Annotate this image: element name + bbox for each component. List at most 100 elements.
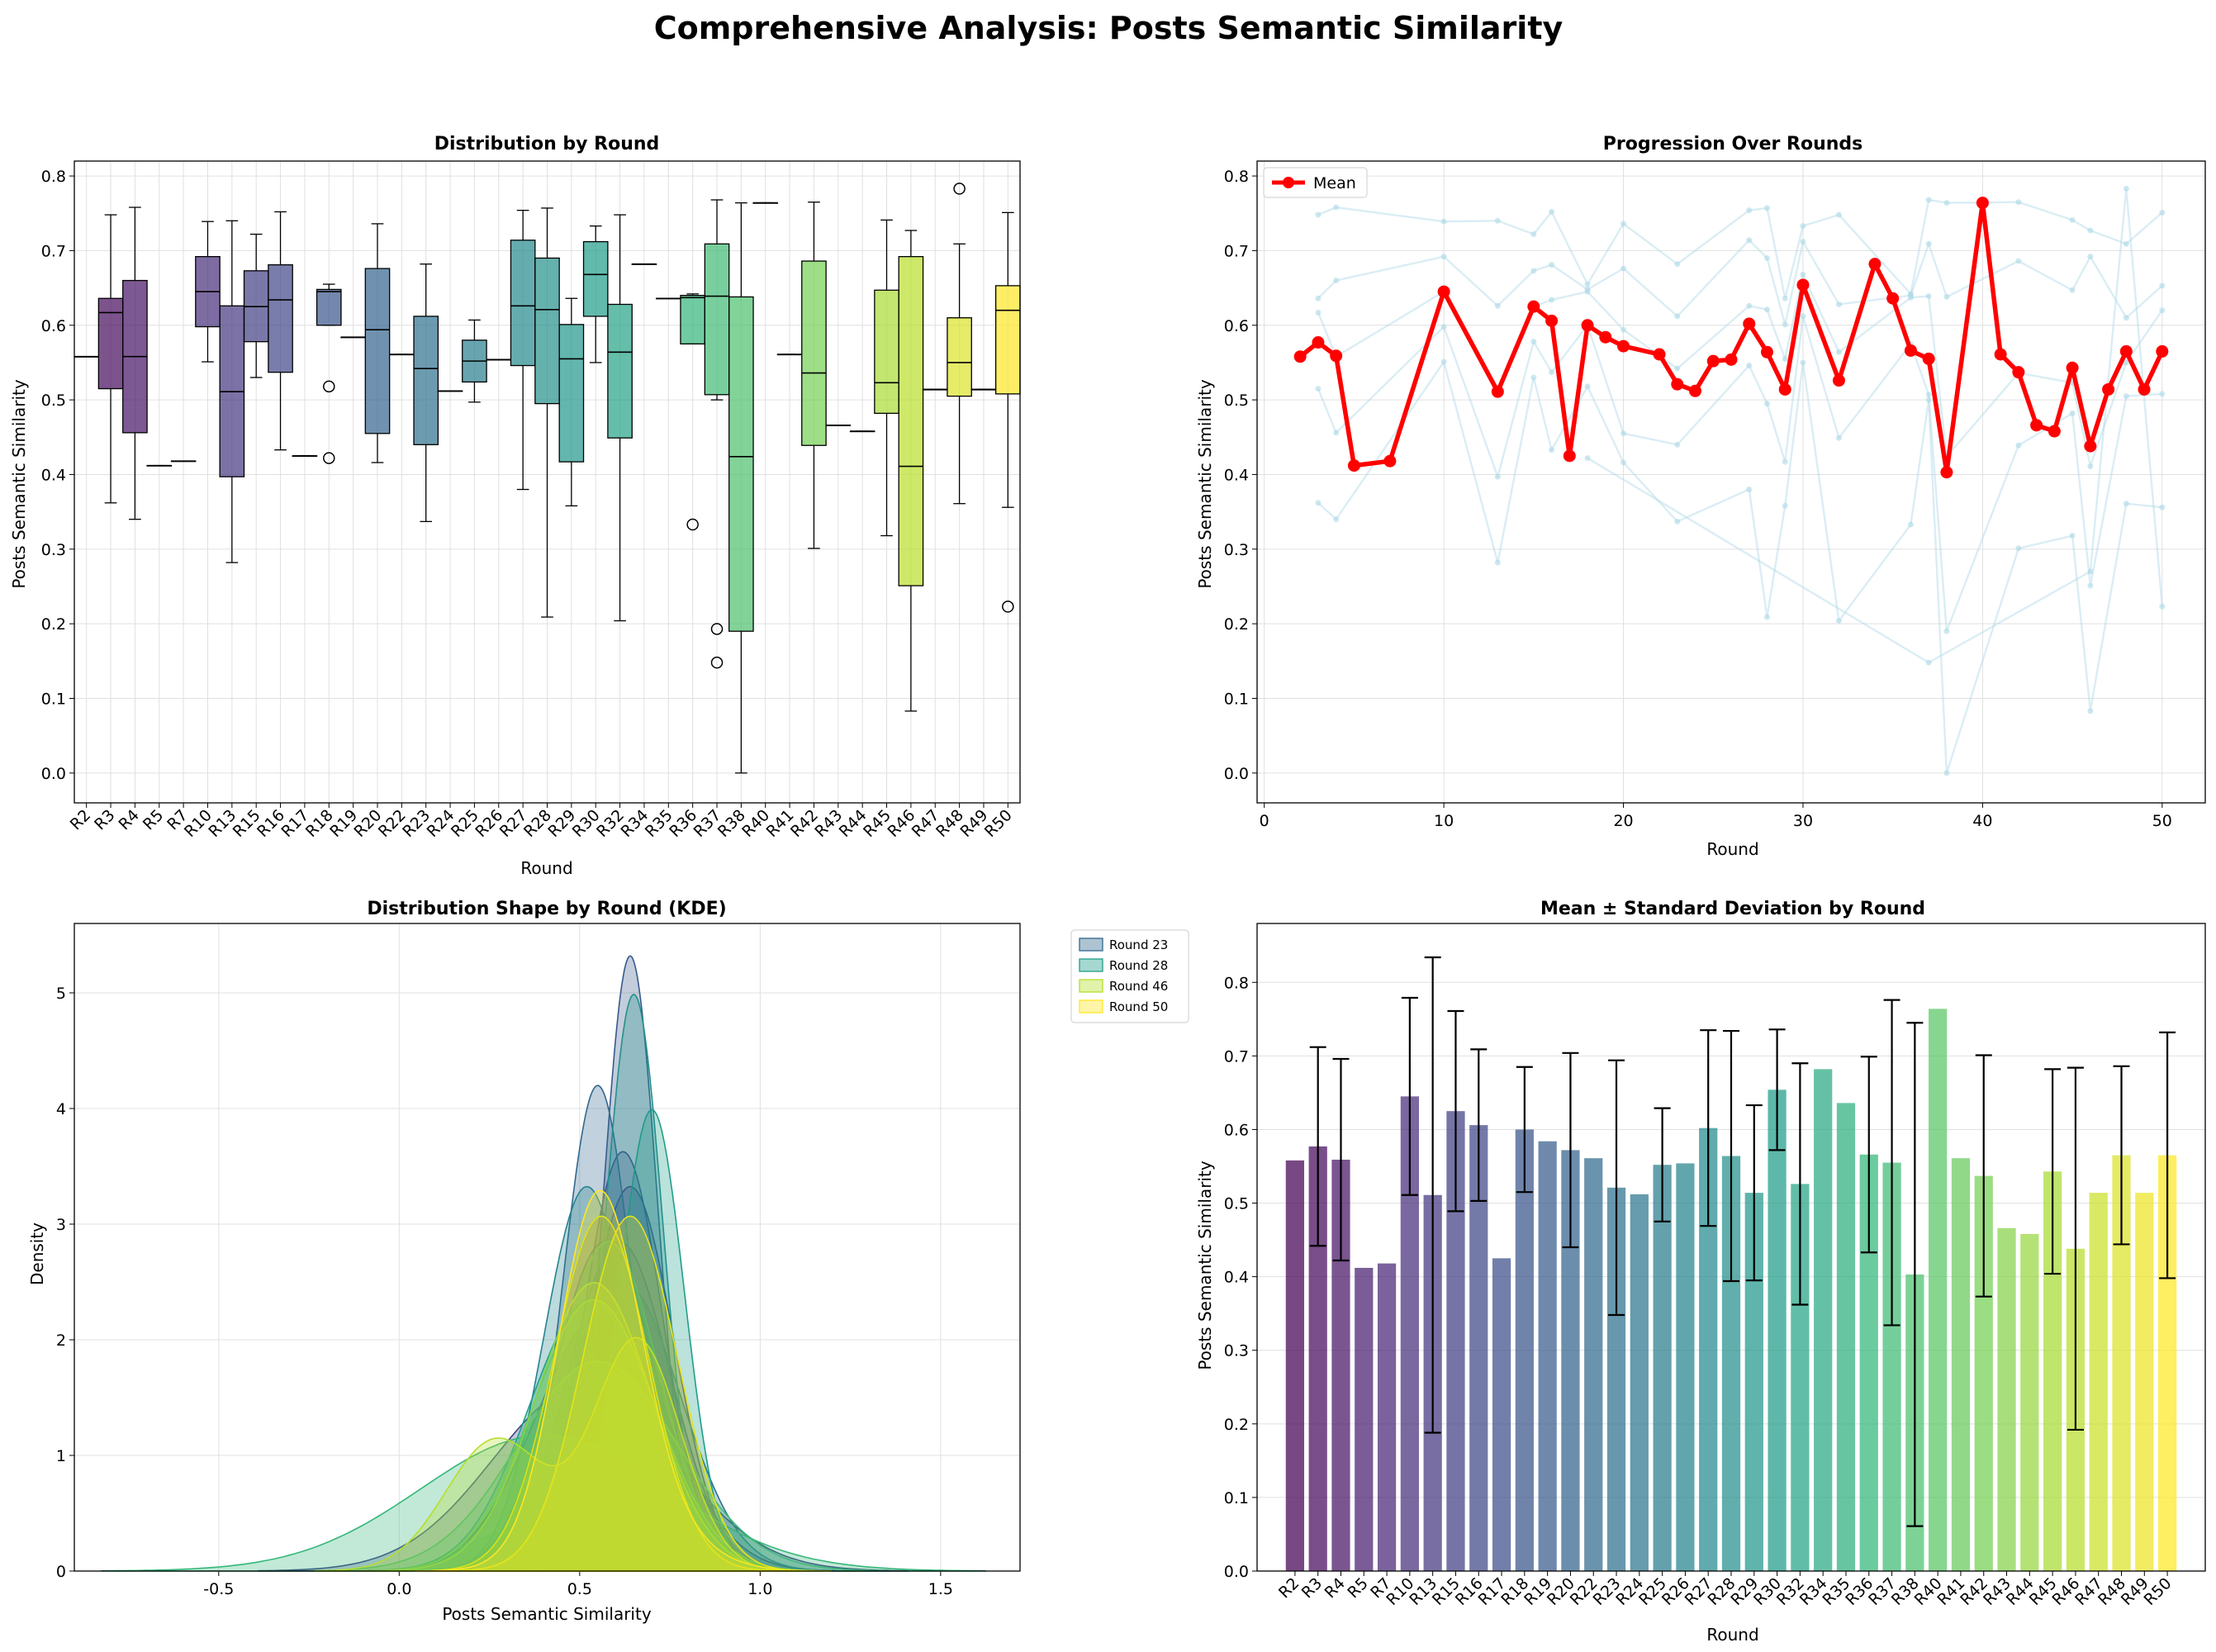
trace-point xyxy=(1584,281,1591,287)
x-tick-label: 10 xyxy=(1434,812,1454,830)
y-tick-label: 0.0 xyxy=(1224,1563,1249,1581)
legend-box xyxy=(1070,929,1189,1023)
trace-point xyxy=(2123,501,2129,507)
mean-point xyxy=(1437,285,1450,298)
box-R20 xyxy=(364,268,391,434)
bar-R44 xyxy=(2020,1233,2039,1571)
legend-label: Round 28 xyxy=(1109,958,1168,973)
trace-point xyxy=(2087,582,2094,589)
y-tick-label: 0.1 xyxy=(1224,691,1249,709)
legend-swatch xyxy=(1079,979,1103,993)
trace-point xyxy=(1674,261,1681,268)
trace-point xyxy=(1835,211,1842,218)
x-tick-label: 30 xyxy=(1793,812,1813,830)
bar-R41 xyxy=(1951,1158,1971,1571)
trace-point xyxy=(1530,339,1537,345)
bar-R36 xyxy=(1859,1154,1878,1571)
trace-point xyxy=(1315,295,1322,301)
y-tick-label: 0.2 xyxy=(1224,1416,1249,1434)
y-tick-label: 0 xyxy=(56,1563,66,1581)
x-tick-label: 0 xyxy=(1260,812,1269,830)
mean-point xyxy=(1868,258,1881,271)
trace-point xyxy=(1620,430,1627,437)
trace-point xyxy=(2015,545,2022,552)
trace-point xyxy=(1835,301,1842,307)
trace-point xyxy=(1315,386,1322,392)
box-R29 xyxy=(558,324,585,463)
figure-title: Comprehensive Analysis: Posts Semantic S… xyxy=(654,10,1564,46)
mean-point xyxy=(2012,366,2025,379)
box-R36 xyxy=(680,294,705,345)
y-tick-label: 0.4 xyxy=(41,466,66,484)
trace-point xyxy=(1746,237,1753,244)
y-tick-label: 4 xyxy=(56,1100,66,1118)
kde-curve-R38 xyxy=(101,1434,986,1572)
trace-point xyxy=(1782,321,1788,328)
y-tick-label: 0.0 xyxy=(41,765,66,783)
trace-point xyxy=(1925,392,1932,398)
trace-point xyxy=(1584,288,1591,295)
bar-R42 xyxy=(1974,1175,1993,1571)
trace-point xyxy=(1674,441,1681,448)
trace-point xyxy=(1620,326,1627,333)
trace-point xyxy=(1549,297,1555,303)
bar-R29 xyxy=(1744,1193,1763,1571)
progression-ylabel: Posts Semantic Similarity xyxy=(1195,379,1215,589)
mean-point xyxy=(2156,344,2169,358)
mean-point xyxy=(2030,419,2043,432)
y-tick-label: 0.4 xyxy=(1224,466,1249,484)
mean-point xyxy=(1312,336,1325,349)
trace-point xyxy=(2159,391,2166,397)
trace-point xyxy=(1925,396,1932,403)
mean-point xyxy=(1383,454,1397,468)
y-tick-label: 0.7 xyxy=(1224,242,1249,260)
trace-point xyxy=(1440,324,1447,330)
x-tick-label: 0.0 xyxy=(387,1580,411,1598)
mean-point xyxy=(1330,349,1343,363)
y-tick-label: 0.3 xyxy=(1224,1342,1249,1360)
trace-line xyxy=(1317,239,2163,325)
trace-point xyxy=(2015,199,2022,206)
y-tick-label: 0.5 xyxy=(41,392,66,410)
box-outlier xyxy=(953,183,966,195)
trace-point xyxy=(2159,209,2166,216)
kde-panel: Distribution Shape by Round (KDE) Posts … xyxy=(27,899,1189,1624)
y-tick-label: 0.8 xyxy=(41,168,66,186)
y-tick-label: 0.6 xyxy=(1224,317,1249,335)
box-outlier xyxy=(710,623,724,635)
trace-point xyxy=(2159,282,2166,289)
bar-R27 xyxy=(1699,1127,1718,1571)
bar-R22 xyxy=(1584,1158,1603,1571)
trace-point xyxy=(2123,240,2129,247)
bar-R47 xyxy=(2089,1193,2108,1571)
plot-frame xyxy=(74,923,1021,1572)
trace-point xyxy=(1530,374,1537,381)
bar-R26 xyxy=(1676,1163,1695,1571)
box-outlier xyxy=(710,656,724,669)
trace-point xyxy=(1800,239,1806,245)
trace-point xyxy=(1333,430,1340,436)
trace-point xyxy=(1549,369,1555,376)
y-tick-label: 0.8 xyxy=(1224,168,1249,186)
bar-R49 xyxy=(2135,1193,2154,1571)
bar-R24 xyxy=(1630,1194,1649,1571)
y-tick-label: 2 xyxy=(56,1332,66,1350)
boxplot-ylabel: Posts Semantic Similarity xyxy=(9,379,29,589)
box-R30 xyxy=(582,240,609,317)
y-tick-label: 1 xyxy=(56,1447,66,1465)
trace-point xyxy=(2087,463,2094,470)
bar-R35 xyxy=(1836,1103,1856,1571)
legend-label: Round 50 xyxy=(1109,999,1168,1014)
mean-point xyxy=(1743,317,1756,330)
legend-label: Round 23 xyxy=(1109,938,1168,952)
kde-curve-R30 xyxy=(529,994,739,1572)
x-tick-label: 1.0 xyxy=(747,1580,772,1598)
bar-R32 xyxy=(1791,1184,1810,1571)
trace-point xyxy=(2069,216,2076,223)
box-R28 xyxy=(534,257,560,405)
y-tick-label: 3 xyxy=(56,1216,66,1234)
trace-point xyxy=(1763,614,1770,620)
box-R50 xyxy=(994,285,1021,395)
kde-curve-R16 xyxy=(436,1241,803,1572)
trace-point xyxy=(1315,309,1322,316)
